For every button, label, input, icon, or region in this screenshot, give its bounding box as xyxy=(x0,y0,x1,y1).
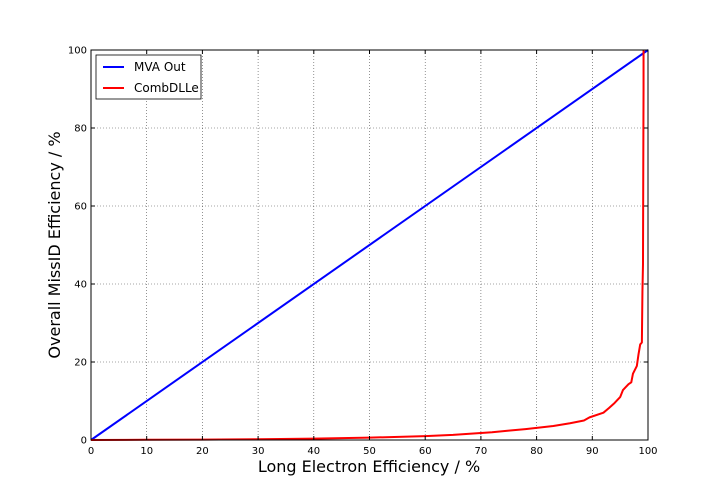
y-axis-title: Overall MissID Efficiency / % xyxy=(45,131,64,358)
legend: MVA Out CombDLLe xyxy=(95,54,202,100)
y-tick-label: 40 xyxy=(74,280,87,291)
y-tick-label: 60 xyxy=(74,202,87,213)
series-line-mva-out xyxy=(90,49,649,441)
x-tick-label: 20 xyxy=(196,446,209,457)
tick-labels: 0 10 20 30 40 50 60 70 80 90 100 0 20 40 60 80 100 xyxy=(68,46,658,458)
legend-label: MVA Out xyxy=(134,60,186,74)
x-tick-label: 70 xyxy=(475,446,488,457)
x-tick-label: 10 xyxy=(140,446,153,457)
x-tick-label: 100 xyxy=(638,446,657,457)
y-tick-label: 100 xyxy=(68,46,87,57)
x-tick-label: 50 xyxy=(363,446,376,457)
x-tick-label: 30 xyxy=(252,446,265,457)
legend-box xyxy=(95,54,202,100)
x-tick-label: 40 xyxy=(307,446,320,457)
x-tick-label: 80 xyxy=(530,446,543,457)
ticks xyxy=(90,49,649,441)
series-line-combdlle xyxy=(90,50,645,441)
x-axis-title: Long Electron Efficiency / % xyxy=(258,457,480,476)
legend-label: CombDLLe xyxy=(134,81,199,95)
x-tick-label: 0 xyxy=(88,446,94,457)
x-tick-label: 60 xyxy=(419,446,432,457)
x-tick-label: 90 xyxy=(586,446,599,457)
y-tick-label: 80 xyxy=(74,124,87,135)
series-layer xyxy=(90,49,649,441)
y-tick-label: 20 xyxy=(74,358,87,369)
y-tick-label: 0 xyxy=(81,436,87,447)
